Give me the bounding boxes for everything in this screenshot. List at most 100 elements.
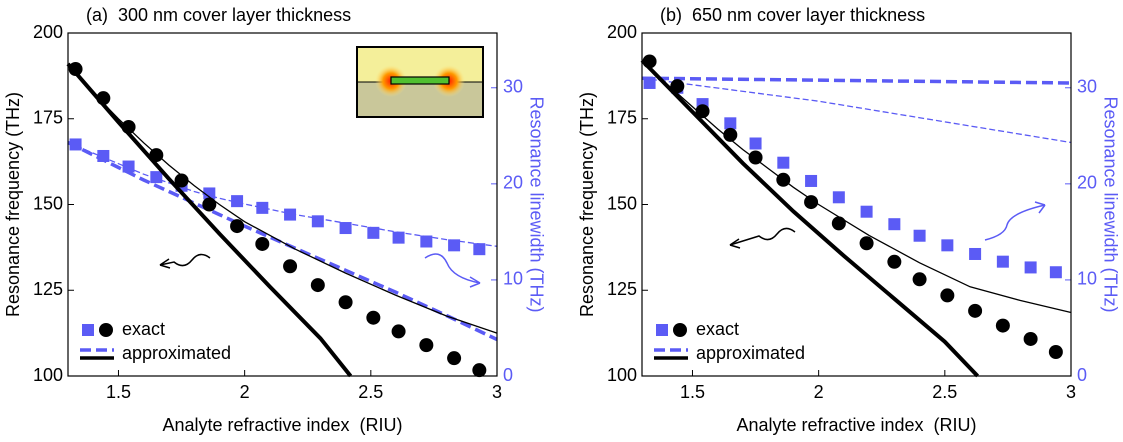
y-tick-label: 175 xyxy=(33,108,63,128)
y2-tick-label: 30 xyxy=(1077,77,1097,97)
y-axis-label: Resonance frequency (THz) xyxy=(3,92,23,317)
legend-marker xyxy=(82,324,94,336)
y2-tick-label: 10 xyxy=(1077,269,1097,289)
y-tick-label: 150 xyxy=(33,193,63,213)
dot-marker xyxy=(283,259,298,274)
dot-marker xyxy=(968,303,983,318)
y2-tick-label: 20 xyxy=(503,173,523,193)
square-marker xyxy=(69,138,82,151)
dot-marker xyxy=(804,195,819,210)
panel: (b) 650 nm cover layer thickness Analyte … xyxy=(577,5,1121,435)
dot-marker xyxy=(338,295,353,310)
line-series xyxy=(67,141,498,247)
y2-tick-label: 30 xyxy=(503,77,523,97)
x-tick-label: 1.5 xyxy=(106,382,131,402)
dot-marker xyxy=(859,236,874,251)
y-tick-label: 175 xyxy=(607,108,637,128)
x-tick-label: 2 xyxy=(814,382,824,402)
dot-marker xyxy=(419,338,434,353)
dot-marker xyxy=(447,351,462,366)
dot-marker xyxy=(149,148,164,163)
dot-marker xyxy=(472,363,487,378)
plot-area xyxy=(640,54,1072,378)
square-marker xyxy=(969,247,982,260)
line-series xyxy=(641,77,1072,144)
dot-marker xyxy=(887,254,902,269)
x-tick-label: 3 xyxy=(1066,382,1076,402)
dot-marker xyxy=(310,278,325,293)
square-marker xyxy=(913,229,926,242)
y-axis-label: Resonance frequency (THz) xyxy=(577,92,597,317)
dot-marker xyxy=(68,62,83,77)
legend-marker xyxy=(656,324,668,336)
dot-marker xyxy=(995,318,1010,333)
dot-marker xyxy=(723,127,738,142)
legend-label: approximated xyxy=(122,343,231,363)
square-marker xyxy=(203,187,216,200)
square-marker xyxy=(860,205,873,218)
line-series xyxy=(641,76,1072,85)
y-tick-label: 100 xyxy=(607,365,637,385)
square-marker xyxy=(643,76,656,89)
y-tick-label: 100 xyxy=(33,365,63,385)
square-marker xyxy=(420,235,433,248)
x-tick-label: 2.5 xyxy=(358,382,383,402)
y-tick-label: 125 xyxy=(33,279,63,299)
y2-tick-label: 0 xyxy=(1077,365,1087,385)
square-marker xyxy=(888,218,901,231)
dot-marker xyxy=(366,310,381,325)
panel: (a) 300 nm cover layer thickness Analyte … xyxy=(3,5,547,435)
line-series xyxy=(66,62,353,378)
dot-marker xyxy=(748,150,763,165)
square-marker xyxy=(97,149,110,162)
square-marker xyxy=(339,222,352,235)
y2-axis-label: Resonance linewidth (THz) xyxy=(1100,96,1120,312)
y-tick-label: 125 xyxy=(607,279,637,299)
square-marker xyxy=(231,195,244,208)
x-tick-label: 3 xyxy=(492,382,502,402)
square-marker xyxy=(1024,261,1037,274)
x-tick-label: 2 xyxy=(240,382,250,402)
y-tick-label: 200 xyxy=(33,22,63,42)
dot-marker xyxy=(642,54,657,69)
dot-marker xyxy=(670,79,685,94)
x-axis-label: Analyte refractive index (RIU) xyxy=(736,415,976,435)
legend-marker xyxy=(673,323,687,337)
panel-title: (b) 650 nm cover layer thickness xyxy=(660,5,925,25)
dot-marker xyxy=(230,219,245,234)
y2-axis-label: Resonance linewidth (THz) xyxy=(526,96,546,312)
legend-label: exact xyxy=(696,319,739,339)
panel-title: (a) 300 nm cover layer thickness xyxy=(86,5,351,25)
square-marker xyxy=(777,156,790,169)
square-marker xyxy=(392,231,405,244)
square-marker xyxy=(122,160,135,173)
y-tick-label: 150 xyxy=(607,193,637,213)
square-marker xyxy=(150,171,163,184)
dot-marker xyxy=(96,91,111,106)
y-tick-label: 200 xyxy=(607,22,637,42)
plot-area xyxy=(66,62,498,378)
square-marker xyxy=(996,255,1009,268)
square-marker xyxy=(805,174,818,187)
x-tick-label: 2.5 xyxy=(932,382,957,402)
dot-marker xyxy=(202,197,217,212)
line-series xyxy=(640,58,980,378)
line-series xyxy=(67,140,498,342)
square-marker xyxy=(473,243,486,256)
line-series xyxy=(67,63,498,334)
y2-tick-label: 20 xyxy=(1077,173,1097,193)
x-tick-label: 1.5 xyxy=(680,382,705,402)
dot-marker xyxy=(391,324,406,339)
plot-frame xyxy=(641,32,1072,377)
square-marker xyxy=(832,191,845,204)
dot-marker xyxy=(695,104,710,119)
square-marker xyxy=(311,215,324,228)
legend-label: approximated xyxy=(696,343,805,363)
square-marker xyxy=(724,117,737,130)
arrows xyxy=(159,201,1046,288)
square-marker xyxy=(749,137,762,150)
dot-marker xyxy=(776,172,791,187)
y2-tick-label: 10 xyxy=(503,269,523,289)
square-marker xyxy=(1049,266,1062,279)
